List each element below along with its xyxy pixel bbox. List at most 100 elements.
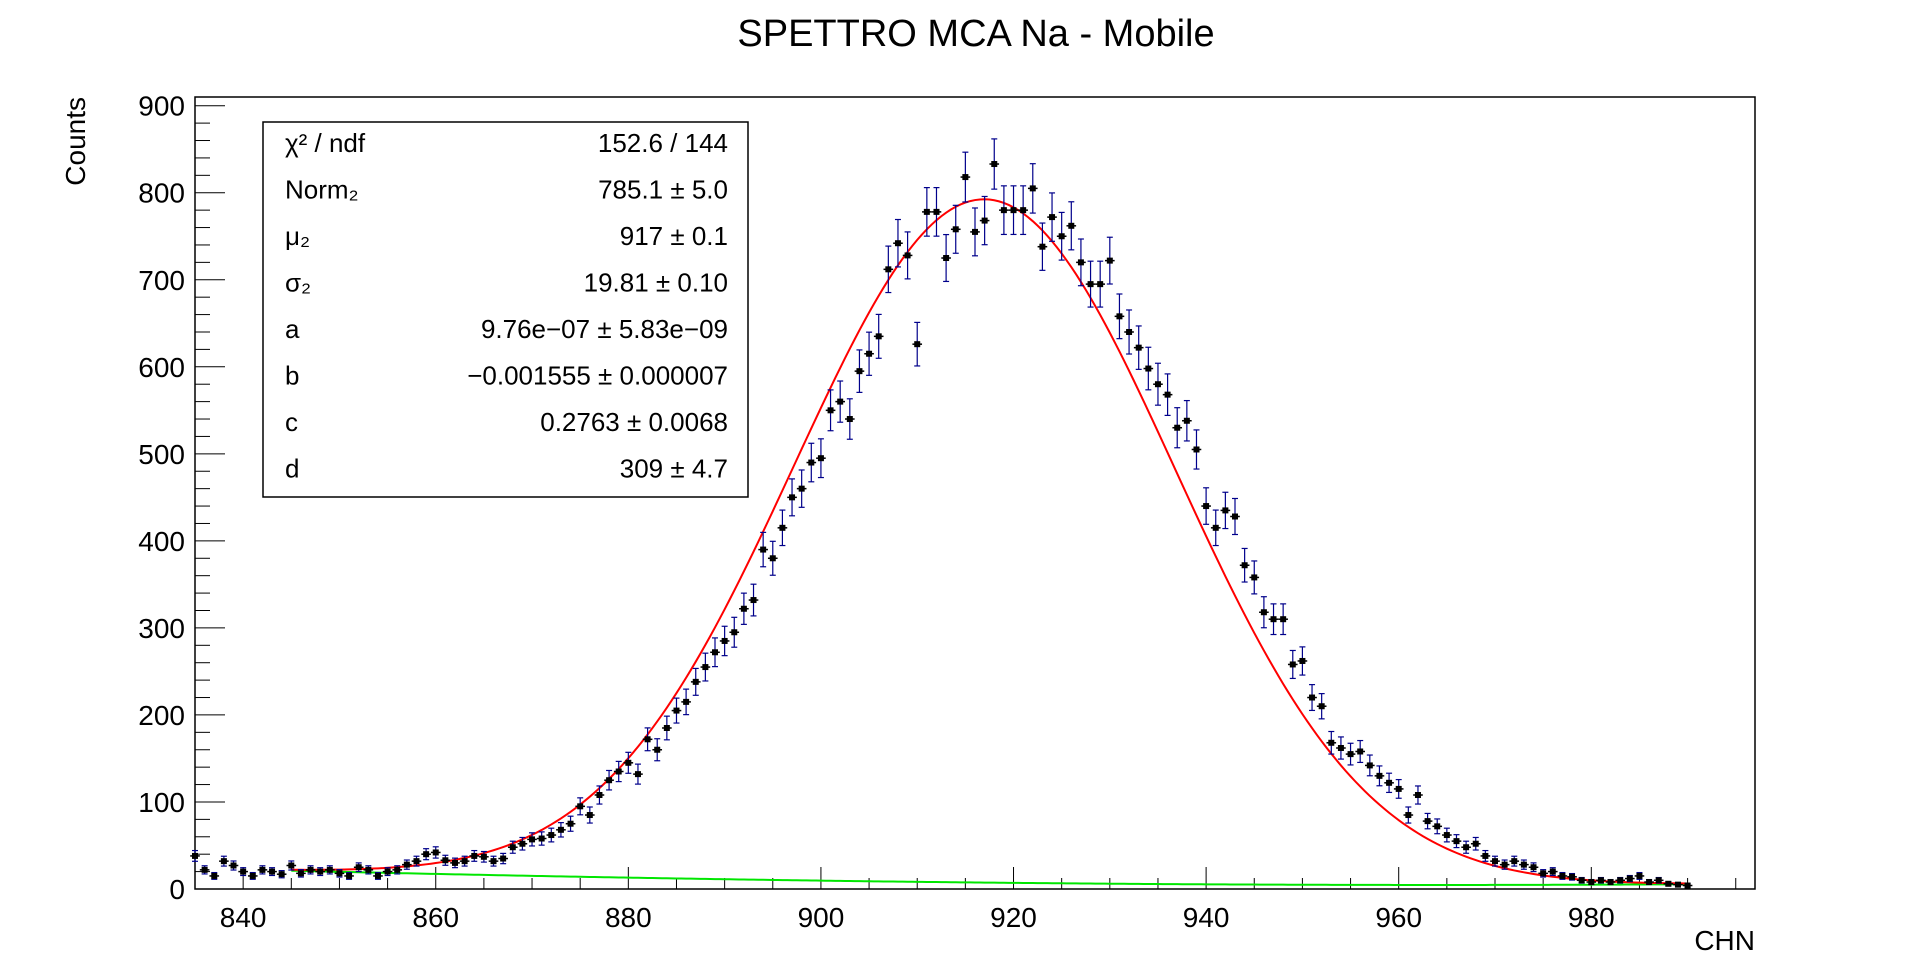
marker xyxy=(1260,609,1267,616)
data-point xyxy=(373,871,383,880)
stats-value: 309 ± 4.7 xyxy=(620,454,728,484)
data-point xyxy=(999,185,1009,236)
data-point xyxy=(854,349,865,393)
marker xyxy=(1520,861,1527,868)
marker xyxy=(721,637,728,644)
marker xyxy=(1135,344,1142,351)
marker xyxy=(1674,881,1681,888)
data-point xyxy=(507,840,518,854)
data-point xyxy=(883,245,894,294)
data-point xyxy=(1201,487,1211,525)
marker xyxy=(1280,616,1287,623)
data-point xyxy=(1105,236,1115,285)
marker xyxy=(374,872,381,879)
data-point xyxy=(1326,730,1337,755)
x-tick-label: 860 xyxy=(412,902,459,933)
y-tick-label: 400 xyxy=(138,526,185,557)
data-point xyxy=(1355,739,1365,764)
data-point xyxy=(681,688,691,716)
data-point xyxy=(816,438,826,479)
marker xyxy=(943,255,950,262)
marker xyxy=(837,398,844,405)
data-point xyxy=(421,848,431,861)
data-point xyxy=(739,592,749,625)
data-point xyxy=(1076,238,1086,287)
marker xyxy=(519,840,526,847)
data-point xyxy=(960,151,971,203)
marker xyxy=(1646,879,1653,886)
data-point xyxy=(1499,859,1510,870)
data-point xyxy=(1307,684,1317,712)
chart-title: SPETTRO MCA Na - Mobile xyxy=(737,13,1214,55)
data-point xyxy=(604,769,614,791)
data-point xyxy=(845,398,855,440)
data-point xyxy=(1037,222,1048,271)
y-axis: 0 100 200 300 400 500 600 700 800 900 xyxy=(138,91,225,905)
data-point xyxy=(729,616,740,648)
data-point xyxy=(941,233,951,283)
marker xyxy=(1000,207,1007,214)
data-point xyxy=(498,852,508,865)
x-tick-label: 940 xyxy=(1183,902,1230,933)
marker xyxy=(827,407,834,414)
x-tick-label: 840 xyxy=(220,902,267,933)
stats-label: Norm₂ xyxy=(285,175,359,205)
marker xyxy=(798,485,805,492)
marker xyxy=(1116,313,1123,320)
data-point xyxy=(1027,163,1038,214)
marker xyxy=(760,546,767,553)
marker xyxy=(567,820,574,827)
data-point xyxy=(1153,362,1163,406)
marker xyxy=(1569,873,1576,880)
marker xyxy=(894,240,901,247)
marker xyxy=(779,524,786,531)
marker xyxy=(538,835,545,842)
marker xyxy=(326,866,333,873)
data-point xyxy=(1182,399,1192,442)
data-point xyxy=(1403,806,1414,824)
marker xyxy=(1588,879,1595,886)
data-point xyxy=(382,867,393,877)
marker xyxy=(1443,832,1450,839)
stats-value: 785.1 ± 5.0 xyxy=(598,175,728,205)
data-point xyxy=(1114,293,1125,340)
marker xyxy=(683,698,690,705)
data-point xyxy=(286,860,297,871)
data-point xyxy=(459,855,470,867)
data-point xyxy=(334,869,345,878)
fit-stats-box: χ² / ndf 152.6 / 144 Norm₂ 785.1 ± 5.0 μ₂ 917… xyxy=(262,121,749,498)
y-tick-label: 100 xyxy=(138,787,185,818)
marker xyxy=(1241,562,1248,569)
marker xyxy=(355,864,362,871)
data-point xyxy=(1143,346,1154,391)
y-tick-label: 600 xyxy=(138,352,185,383)
data-point xyxy=(1547,867,1558,877)
data-point xyxy=(700,652,711,682)
data-point xyxy=(1596,876,1606,884)
data-point xyxy=(402,859,412,870)
marker xyxy=(403,861,410,868)
data-point xyxy=(1393,778,1404,799)
marker xyxy=(384,868,391,875)
data-point xyxy=(1413,785,1423,805)
data-point xyxy=(787,478,797,517)
marker xyxy=(991,161,998,168)
marker xyxy=(654,746,661,753)
data-point xyxy=(758,531,768,568)
y-axis-label: Counts xyxy=(60,97,91,186)
marker xyxy=(1154,381,1161,388)
marker xyxy=(1549,868,1556,875)
stats-value: 152.6 / 144 xyxy=(598,128,728,158)
marker xyxy=(1357,748,1364,755)
x-tick-label: 920 xyxy=(990,902,1037,933)
marker xyxy=(1087,281,1094,288)
data-point xyxy=(1557,871,1568,880)
data-point xyxy=(777,509,788,547)
marker xyxy=(972,228,978,235)
marker xyxy=(557,826,564,833)
data-point xyxy=(247,871,258,880)
data-point xyxy=(806,442,817,483)
marker xyxy=(1655,877,1662,884)
marker xyxy=(1106,257,1113,264)
data-point xyxy=(479,850,489,863)
